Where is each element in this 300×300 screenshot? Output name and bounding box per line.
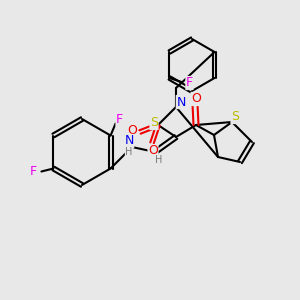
Text: O: O bbox=[148, 145, 158, 158]
Text: F: F bbox=[116, 113, 123, 126]
Text: S: S bbox=[150, 116, 158, 130]
Text: O: O bbox=[191, 92, 201, 106]
Text: F: F bbox=[30, 165, 37, 178]
Text: N: N bbox=[124, 134, 134, 148]
Text: N: N bbox=[176, 95, 186, 109]
Text: S: S bbox=[231, 110, 239, 124]
Text: H: H bbox=[125, 147, 133, 157]
Text: H: H bbox=[155, 155, 163, 165]
Text: O: O bbox=[127, 124, 137, 137]
Text: F: F bbox=[186, 76, 193, 89]
